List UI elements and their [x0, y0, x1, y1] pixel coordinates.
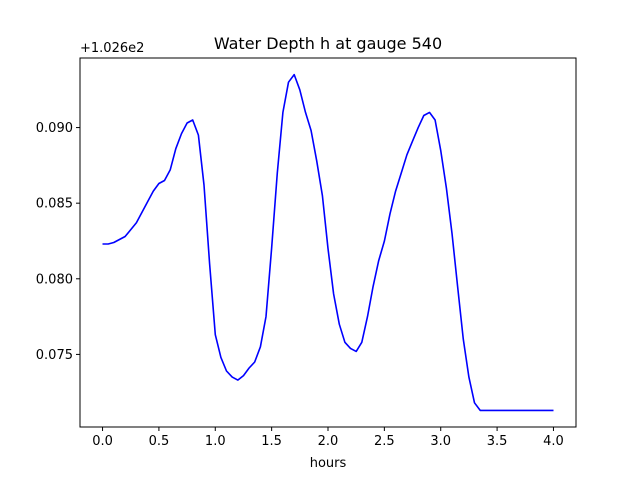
series-line: [102, 73, 554, 412]
y-tick-label: 0.080: [36, 272, 73, 287]
chart-title: Water Depth h at gauge 540: [214, 34, 442, 53]
series-layer: [102, 73, 554, 412]
x-tick-label: 0.0: [92, 434, 113, 449]
x-axis-label: hours: [310, 456, 347, 471]
x-tick-label: 1.5: [261, 434, 282, 449]
y-tick-label: 0.075: [36, 348, 73, 363]
x-tick-label: 3.0: [430, 434, 451, 449]
y-axis-offset-label: +1.026e2: [80, 41, 144, 56]
x-tick-label: 1.0: [205, 434, 226, 449]
x-tick-label: 4.0: [543, 434, 564, 449]
y-tick-label: 0.085: [36, 197, 73, 212]
x-tick-label: 3.5: [487, 434, 508, 449]
x-tick-label: 0.5: [149, 434, 170, 449]
x-tick-label: 2.0: [318, 434, 339, 449]
y-tick-label: 0.090: [36, 121, 73, 136]
y-axis-ticks: 0.075 0.080 0.085 0.090: [36, 121, 80, 363]
x-axis-ticks: 0.0 0.5 1.0 1.5 2.0 2.5 3.0 3.5 4.0: [92, 427, 564, 449]
x-tick-label: 2.5: [374, 434, 395, 449]
